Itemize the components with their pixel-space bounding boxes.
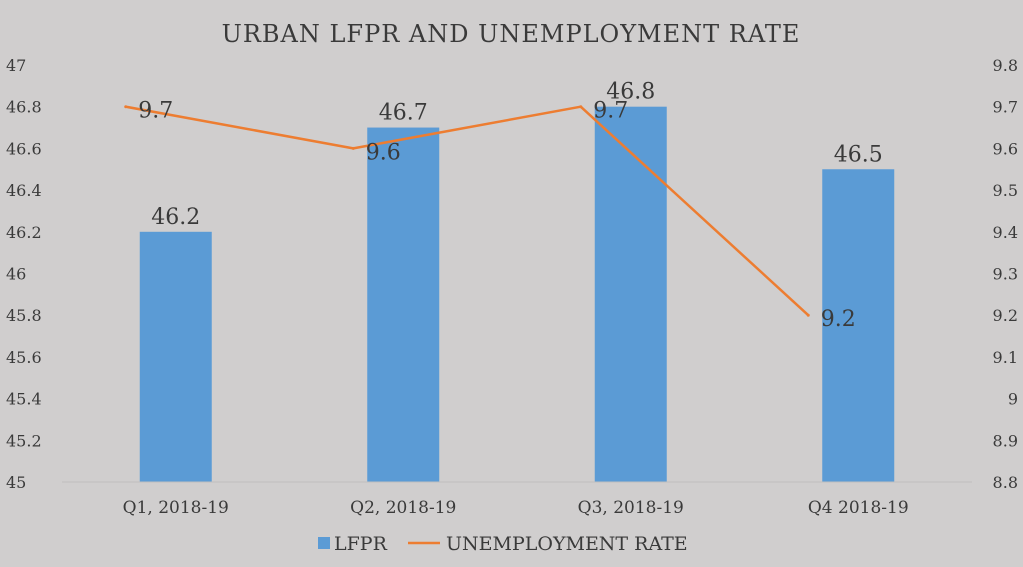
unemployment-point	[806, 313, 810, 317]
legend-lfpr-label: LFPR	[334, 533, 388, 555]
left-axis-tick-label: 47	[6, 56, 26, 75]
left-axis-tick-label: 46.4	[6, 181, 42, 200]
right-axis-tick-label: 8.8	[993, 473, 1018, 492]
unemployment-data-label: 9.6	[366, 140, 401, 165]
left-axis-tick-label: 45	[6, 473, 26, 492]
right-axis-tick-label: 8.9	[993, 431, 1018, 450]
left-axis-tick-label: 45.2	[6, 431, 42, 450]
category-label: Q4 2018-19	[808, 498, 909, 518]
right-axis-tick-label: 9.5	[993, 181, 1018, 200]
lfpr-data-label: 46.8	[606, 80, 655, 105]
unemployment-line	[125, 105, 810, 317]
category-labels: Q1, 2018-19 Q2, 2018-19 Q3, 2018-19 Q4 2018…	[123, 498, 909, 518]
right-axis-ticks: 9.8 9.7 9.6 9.5 9.4 9.3 9.2 9.1 9 8.9 8.8	[993, 56, 1018, 492]
left-axis-tick-label: 46.2	[6, 223, 42, 242]
left-axis-tick-label: 46.8	[6, 98, 42, 117]
left-axis-tick-label: 45.6	[6, 348, 42, 367]
legend: LFPR UNEMPLOYMENT RATE	[318, 533, 688, 555]
category-label: Q1, 2018-19	[123, 498, 229, 518]
unemployment-line-series: 9.7 9.6 9.7 9.2	[124, 99, 856, 332]
unemployment-data-label: 9.7	[138, 99, 173, 124]
lfpr-bar	[822, 169, 895, 482]
left-axis-tick-label: 45.8	[6, 306, 42, 325]
left-axis-ticks: 47 46.8 46.6 46.4 46.2 46 45.8 45.6 45.4 45.2 45	[6, 56, 42, 492]
right-axis-tick-label: 9.6	[993, 139, 1018, 158]
lfpr-bars: 46.2 46.7 46.8 46.5	[139, 80, 895, 483]
left-axis-tick-label: 46	[6, 265, 26, 284]
unemployment-point	[351, 146, 355, 150]
left-axis-tick-label: 45.4	[6, 390, 42, 409]
category-label: Q2, 2018-19	[350, 498, 456, 518]
right-axis-tick-label: 9.3	[993, 265, 1018, 284]
lfpr-bar	[594, 106, 667, 482]
lfpr-data-label: 46.5	[834, 142, 883, 167]
lfpr-bar	[139, 231, 212, 482]
unemployment-data-label: 9.2	[821, 307, 856, 332]
right-axis-tick-label: 9.4	[993, 223, 1018, 242]
left-axis-tick-label: 46.6	[6, 139, 42, 158]
lfpr-data-label: 46.2	[151, 205, 200, 230]
right-axis-tick-label: 9.1	[993, 348, 1018, 367]
unemployment-point	[124, 105, 128, 109]
lfpr-bar	[367, 127, 440, 483]
right-axis-tick-label: 9.2	[993, 306, 1018, 325]
lfpr-data-label: 46.7	[379, 101, 428, 126]
unemployment-point	[579, 105, 583, 109]
right-axis-tick-label: 9	[1008, 390, 1018, 409]
legend-unemployment-label: UNEMPLOYMENT RATE	[446, 533, 688, 555]
legend-lfpr-swatch	[318, 537, 330, 549]
right-axis-tick-label: 9.7	[993, 98, 1018, 117]
right-axis-tick-label: 9.8	[993, 56, 1018, 75]
category-label: Q3, 2018-19	[578, 498, 684, 518]
chart-title: URBAN LFPR AND UNEMPLOYMENT RATE	[222, 20, 801, 48]
unemployment-data-label: 9.7	[593, 99, 628, 124]
